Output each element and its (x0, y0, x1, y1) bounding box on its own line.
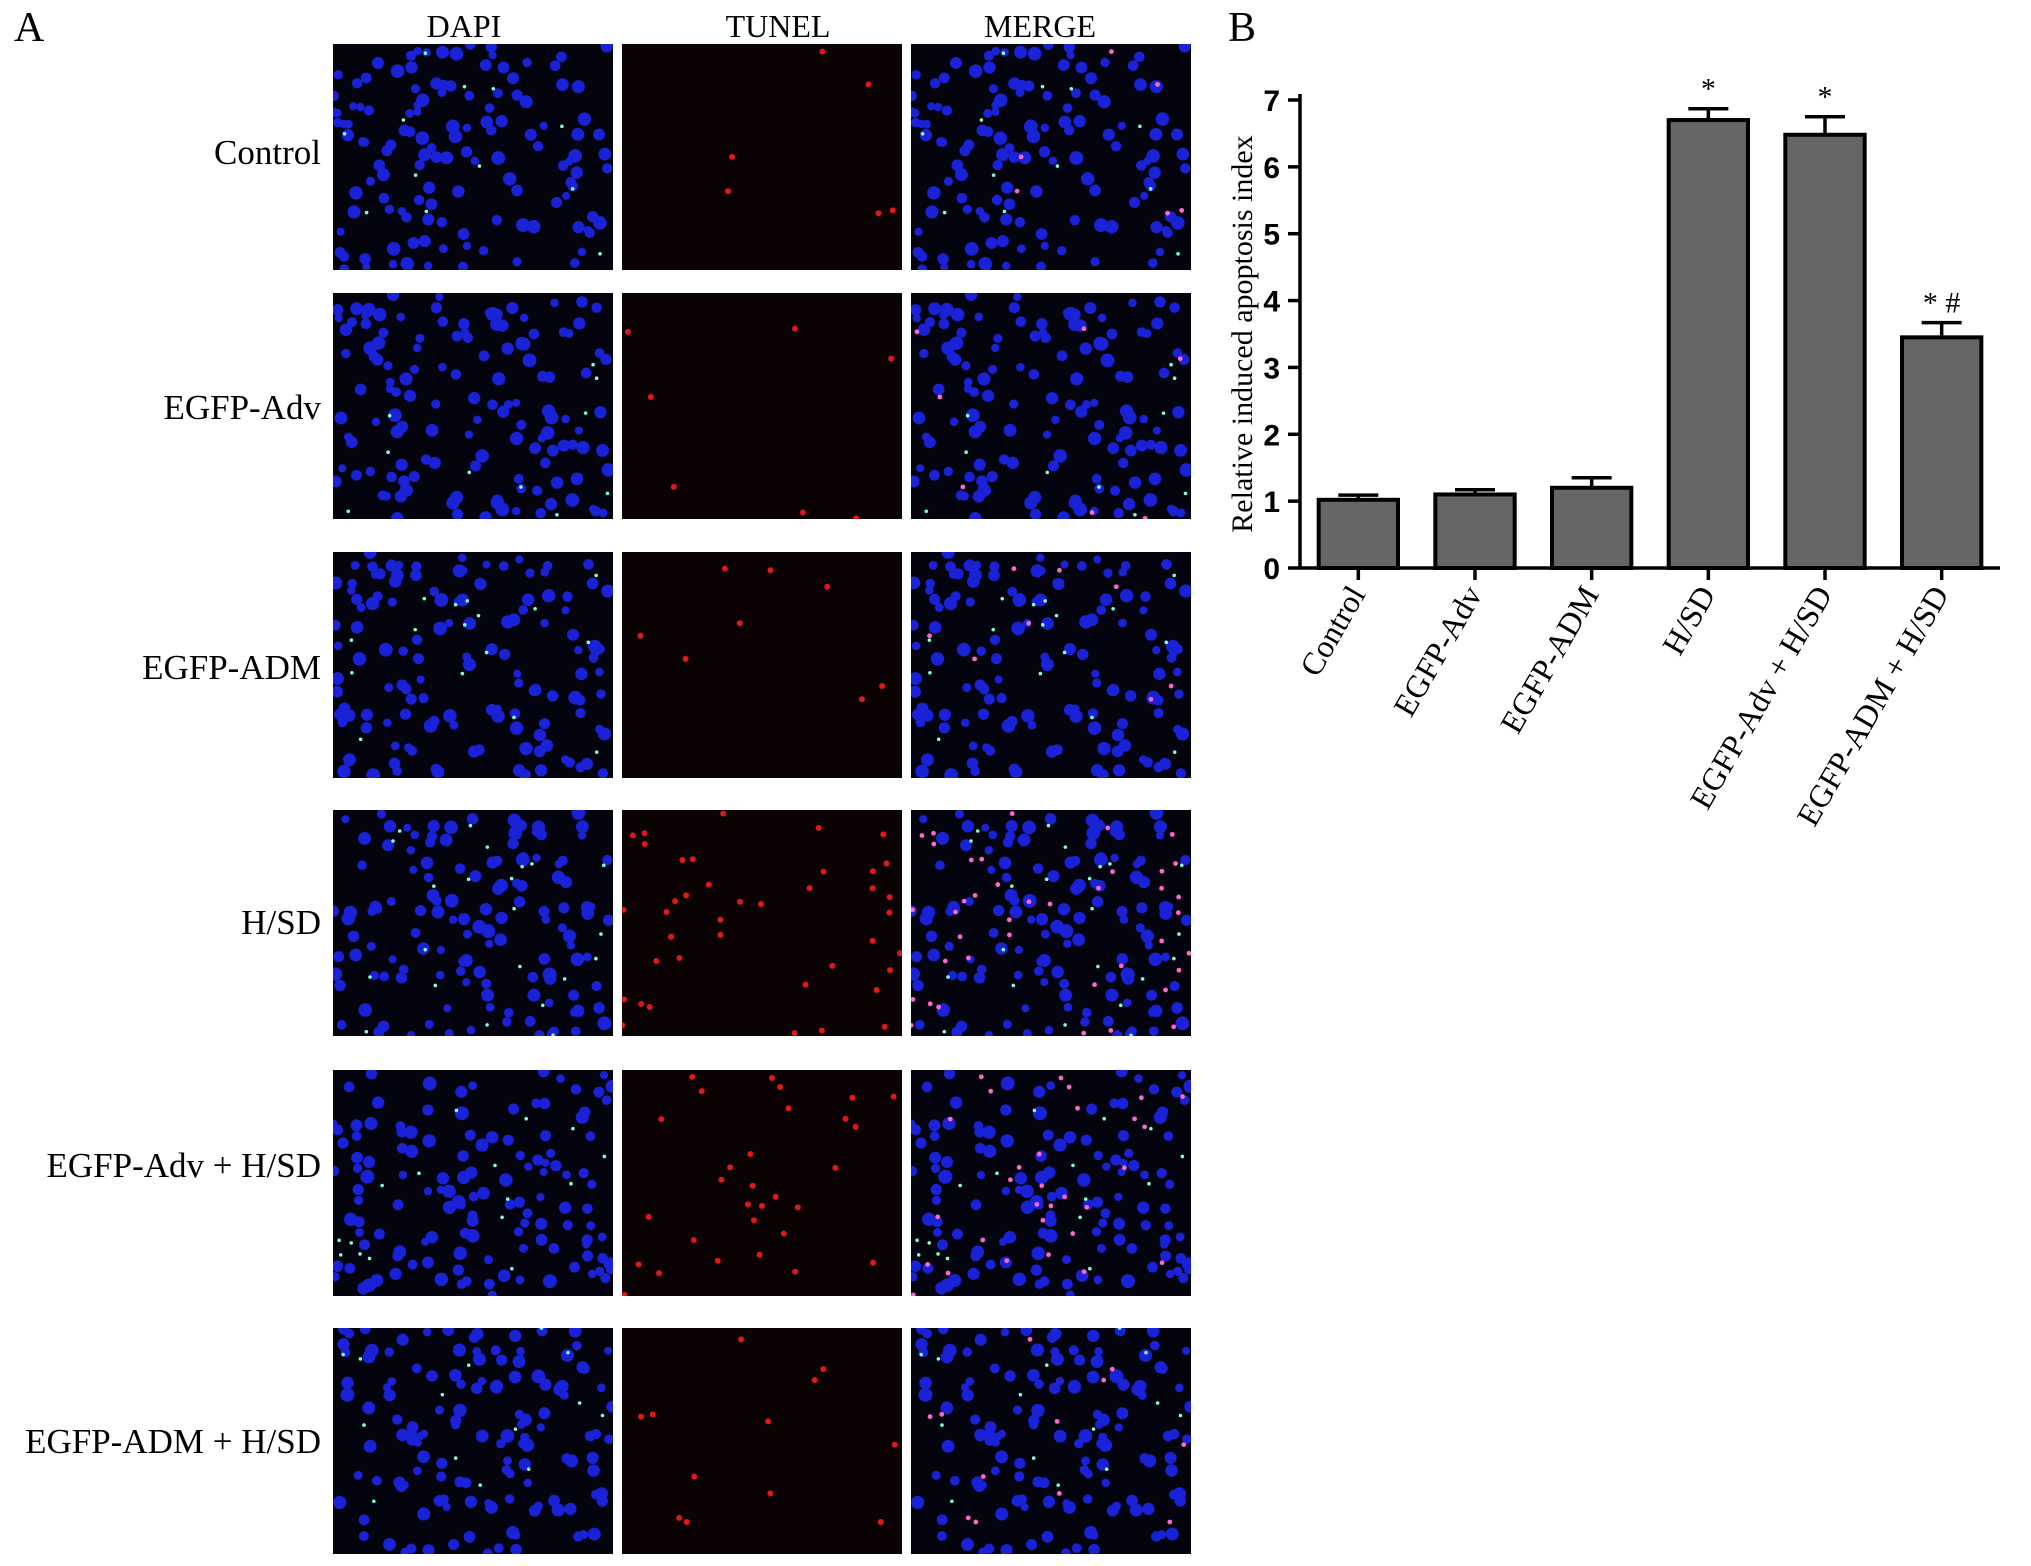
micrograph-dapi-hsd (333, 810, 613, 1036)
bar-egfp-adv-h-sd (1783, 132, 1867, 570)
y-tick-label: 2 (1263, 419, 1280, 452)
micrograph-tunel-egfp-adv (622, 293, 902, 519)
significance-marker-egfp-adv-h-sd: * (1818, 81, 1833, 114)
x-tick-label-egfp-adv: EGFP-Adv (1386, 580, 1489, 723)
panel-b-letter: B (1228, 5, 1257, 51)
bar-h-sd (1666, 118, 1750, 571)
y-tick-label: 1 (1263, 486, 1280, 519)
x-tick-label-egfp-adm: EGFP-ADM (1493, 580, 1606, 740)
column-header-tunel: TUNEL (725, 8, 831, 44)
y-tick-label: 6 (1263, 152, 1280, 185)
micrograph-tunel-hsd (622, 810, 902, 1036)
micrograph-dapi-control (333, 44, 613, 270)
micrograph-merge-egfp-adm (911, 552, 1191, 778)
panel-a-letter: A (14, 5, 45, 51)
micrograph-tunel-control (622, 44, 902, 270)
micrograph-dapi-egfp-adv (333, 293, 613, 519)
row-label-control: Control (214, 133, 321, 172)
row-label-egfp-adm-hsd: EGFP-ADM + H/SD (25, 1422, 321, 1461)
micrograph-tunel-egfp-adm (622, 552, 902, 778)
column-header-merge: MERGE (984, 8, 1096, 44)
y-tick-label: 4 (1263, 286, 1280, 319)
micrograph-tunel-egfp-adv-hsd (622, 1070, 902, 1296)
micrograph-dapi-egfp-adv-hsd (333, 1070, 613, 1296)
bar-egfp-adm (1550, 485, 1634, 570)
row-label-egfp-adv-hsd: EGFP-Adv + H/SD (46, 1146, 322, 1185)
bar-control (1316, 497, 1400, 571)
row-label-hsd: H/SD (241, 903, 321, 942)
micrograph-merge-egfp-adv-hsd (911, 1070, 1191, 1296)
y-tick-label: 3 (1263, 352, 1280, 385)
micrograph-dapi-egfp-adm (333, 552, 613, 778)
micrograph-merge-hsd (911, 810, 1191, 1036)
bar-egfp-adv (1433, 492, 1517, 571)
y-tick-label: 5 (1263, 219, 1280, 252)
row-label-egfp-adv: EGFP-Adv (163, 388, 321, 427)
column-header-dapi: DAPI (426, 8, 502, 44)
y-axis-title: Relative induced apoptosis index (1230, 135, 1259, 532)
y-tick-label: 7 (1263, 85, 1280, 118)
bar-egfp-adm-h-sd (1900, 335, 1984, 571)
micrograph-merge-egfp-adm-hsd (911, 1328, 1191, 1554)
micrograph-merge-control (911, 44, 1191, 270)
micrograph-dapi-egfp-adm-hsd (333, 1328, 613, 1554)
significance-marker-egfp-adm-h-sd: * # (1923, 287, 1961, 320)
x-tick-label-control: Control (1292, 579, 1372, 682)
significance-marker-h-sd: * (1701, 73, 1716, 106)
row-label-egfp-adm: EGFP-ADM (142, 648, 321, 687)
micrograph-merge-egfp-adv (911, 293, 1191, 519)
y-tick-label: 0 (1263, 553, 1280, 586)
x-tick-label-h-sd: H/SD (1655, 580, 1723, 661)
micrograph-tunel-egfp-adm-hsd (622, 1328, 902, 1554)
